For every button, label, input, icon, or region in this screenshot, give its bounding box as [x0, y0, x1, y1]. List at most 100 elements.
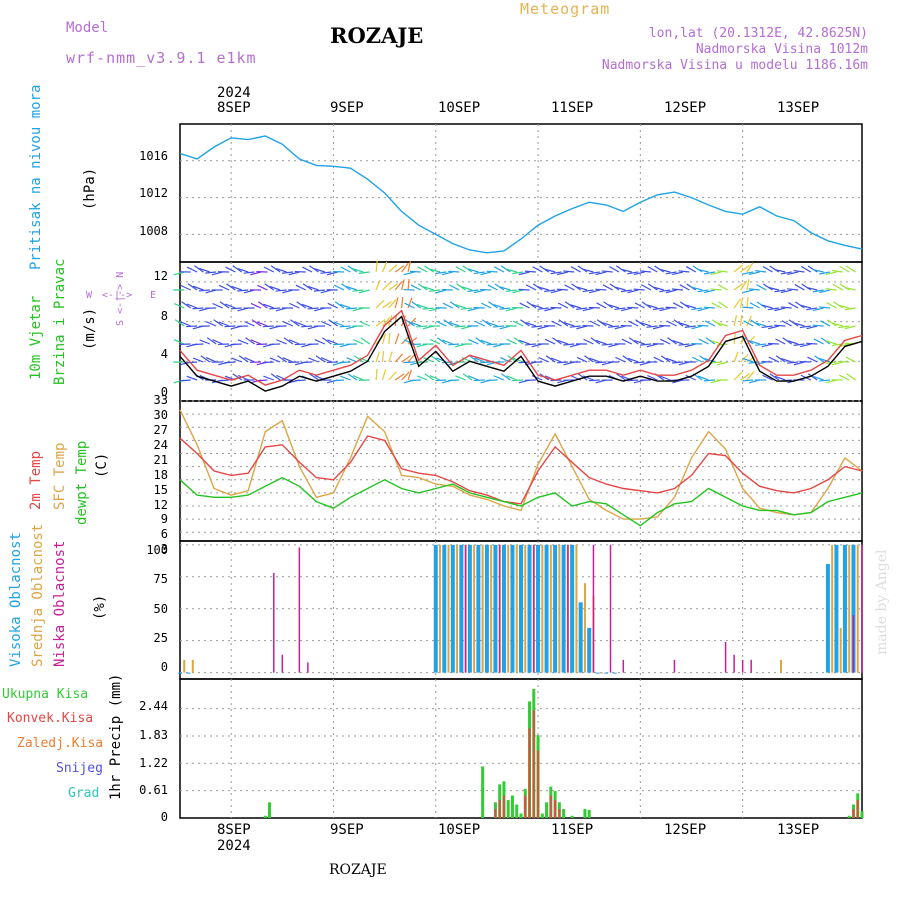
wind-arrow — [192, 357, 204, 363]
wind-arrow — [589, 289, 601, 294]
wind-arrow — [812, 307, 824, 312]
wind-arrow — [448, 343, 460, 346]
precip-bar — [540, 813, 544, 818]
wind-arrow — [588, 379, 600, 382]
wind-tick: 8 — [160, 309, 168, 323]
wind-arrow — [347, 265, 358, 273]
cloud-bar — [861, 544, 863, 673]
wind-arrow — [576, 356, 588, 363]
wind-arrow — [614, 307, 626, 311]
wind-arrow — [375, 260, 378, 273]
wind-arrow — [388, 299, 397, 309]
wind-arrow — [224, 361, 236, 364]
wind-arrow — [595, 339, 607, 345]
cloud-bar — [298, 547, 301, 673]
wind-arrow — [525, 284, 537, 291]
wind-arrow — [550, 271, 562, 275]
wind-arrow — [806, 325, 818, 330]
wind-arrow — [711, 319, 722, 327]
precip-bar — [558, 809, 561, 818]
wind-arrow — [448, 379, 460, 382]
wind-arrow — [756, 284, 767, 291]
wind-arrow — [596, 302, 607, 309]
wind-arrow — [480, 288, 492, 291]
cloud-bar — [467, 544, 472, 673]
wind-arrow — [345, 307, 357, 310]
wind-arrow — [746, 262, 754, 273]
panel-frame — [179, 678, 863, 819]
wind-arrow — [405, 319, 415, 327]
wind-arrow — [429, 268, 441, 273]
wind-arrow — [740, 280, 748, 291]
wind-arrow — [526, 301, 537, 309]
wind-arrow — [531, 325, 543, 328]
cloud-tick: 75 — [153, 572, 168, 586]
wind-arrow — [443, 319, 454, 327]
wind-arrow — [780, 271, 792, 275]
wind-arrow — [801, 265, 812, 273]
cloud-bar — [558, 544, 561, 673]
wind-arrow — [416, 325, 428, 328]
cloud-bar — [459, 544, 464, 673]
cloud-bar — [450, 544, 455, 673]
wind-arrow — [774, 307, 786, 312]
wind-arrow — [263, 303, 274, 309]
wind-arrow — [710, 288, 722, 291]
wind-arrow — [659, 268, 671, 273]
wind-arrow — [328, 319, 339, 327]
precip-bar — [515, 804, 519, 818]
temp-tick: 18 — [153, 468, 168, 482]
day-label-bottom: 9SEP — [330, 822, 364, 838]
wind-arrow — [839, 374, 850, 381]
wind-arrow — [627, 379, 639, 382]
legend-snow: Snijeg — [56, 761, 103, 776]
wind-arrow — [743, 337, 754, 345]
wind-arrow — [733, 282, 744, 291]
cloud-bar — [839, 627, 842, 673]
wind-arrow — [499, 307, 511, 310]
wind-arrow — [684, 343, 696, 348]
wind-arrow — [550, 357, 562, 363]
wind-arrow — [467, 307, 479, 312]
cloud-bar — [612, 672, 617, 674]
wind-arrow — [564, 284, 575, 291]
wind-arrow — [787, 288, 799, 291]
wind-arrow — [320, 357, 332, 363]
cloud-bar — [578, 602, 583, 673]
precip-bar — [532, 710, 535, 818]
wind-arrow — [333, 379, 345, 382]
wind-arrow — [806, 342, 818, 345]
wind-arrow — [825, 340, 837, 345]
wind-arrow — [263, 266, 275, 273]
wind-arrow — [518, 288, 530, 291]
wind-arrow — [671, 288, 684, 291]
wind-arrow — [469, 355, 479, 363]
cloud-bar — [447, 544, 450, 673]
precip-bar — [856, 800, 859, 818]
wind-arrow — [647, 266, 658, 273]
wind-arrow — [659, 307, 671, 312]
wind-arrow — [748, 288, 760, 291]
wind-arrow — [245, 337, 255, 345]
wind-arrow — [474, 357, 485, 363]
wind-arrow — [394, 280, 403, 291]
wind-arrow — [762, 283, 773, 291]
cloud-bar — [733, 654, 735, 673]
wind-arrow — [481, 319, 492, 327]
wind-arrow — [577, 265, 588, 273]
precip-tick: 1.22 — [139, 756, 168, 770]
wind-arrow — [697, 307, 709, 312]
wind-arrow — [442, 302, 454, 309]
wind-arrow — [820, 320, 831, 327]
wind-arrow — [230, 343, 242, 346]
wind-arrow — [423, 357, 434, 363]
wind-arrow — [468, 338, 479, 345]
wind-arrow — [403, 271, 415, 276]
wind-arrow — [442, 339, 454, 345]
wind-arrow — [480, 361, 492, 364]
wind-arrow — [394, 353, 404, 363]
wind-arrow — [672, 271, 684, 276]
wind-arrow — [844, 325, 856, 330]
cloud-bar — [673, 659, 676, 673]
